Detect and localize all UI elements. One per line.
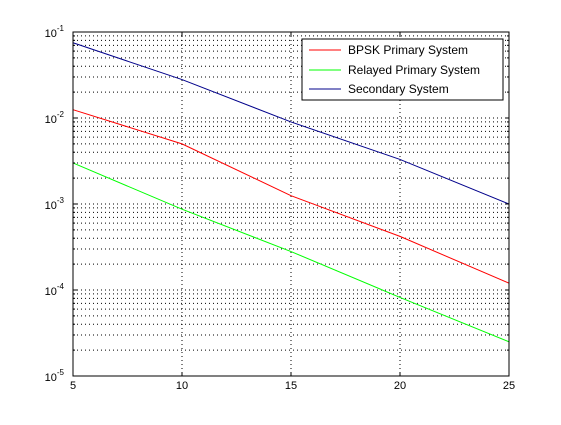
y-tick-label: 10-2	[45, 110, 65, 126]
x-tick-label: 25	[503, 380, 515, 392]
legend-label-relayed: Relayed Primary System	[348, 63, 480, 77]
y-tick-label: 10-1	[45, 24, 65, 40]
y-axis-tick-labels: 10-5 10-4 10-3 10-2 10-1	[45, 24, 65, 384]
legend-label-bpsk: BPSK Primary System	[348, 43, 468, 57]
y-tick-label: 10-5	[45, 368, 65, 384]
legend: BPSK Primary System Relayed Primary Syst…	[302, 39, 503, 100]
x-tick-label: 15	[285, 380, 297, 392]
x-axis-tick-labels: 5 10 15 20 25	[70, 380, 515, 392]
y-tick-label: 10-3	[45, 196, 65, 212]
x-tick-label: 20	[394, 380, 406, 392]
y-tick-label: 10-4	[45, 282, 65, 298]
x-tick-label: 5	[70, 380, 76, 392]
legend-label-secondary: Secondary System	[348, 82, 449, 96]
x-tick-label: 10	[176, 380, 188, 392]
